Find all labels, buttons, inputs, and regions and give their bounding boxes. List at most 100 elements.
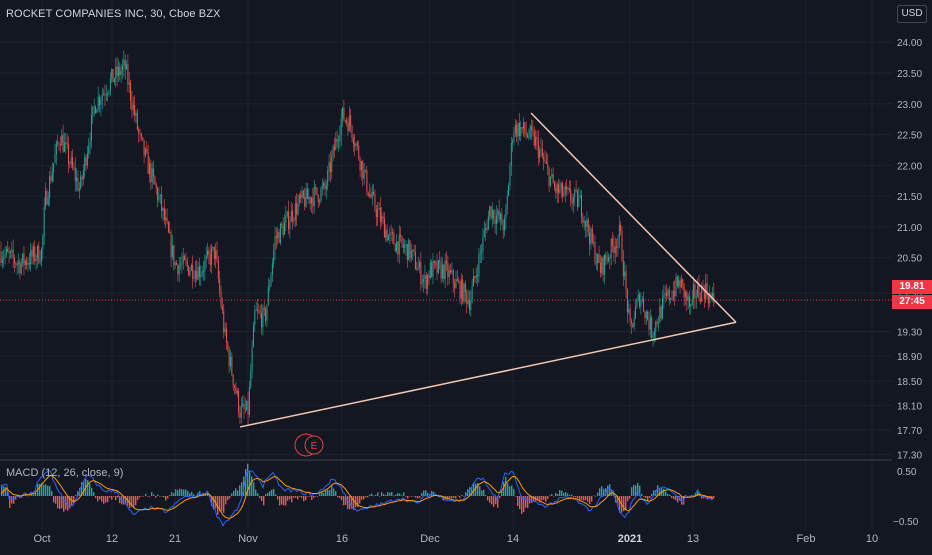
candle-body: [594, 242, 596, 264]
candle-body: [49, 176, 51, 199]
candle-body: [348, 115, 350, 132]
symbol-header[interactable]: ROCKET COMPANIES INC, 30, Cboe BZX: [6, 8, 221, 20]
candle-body: [540, 148, 542, 150]
macd-bar: [91, 488, 93, 496]
candle-body: [486, 227, 488, 230]
macd-bar: [479, 486, 481, 496]
earnings-circle-inner[interactable]: [304, 435, 324, 455]
macd-bar: [365, 496, 367, 498]
macd-bar: [595, 495, 597, 497]
candle-body: [74, 168, 76, 181]
macd-bar: [509, 486, 511, 496]
macd-bar: [639, 485, 641, 496]
earnings-marker[interactable]: E: [294, 433, 324, 457]
macd-bar: [387, 492, 389, 496]
candle-body: [397, 241, 399, 255]
macd-bar: [551, 494, 553, 496]
macd-legend[interactable]: MACD (12, 26, close, 9): [6, 467, 124, 479]
candle-body: [55, 142, 57, 155]
macd-bar: [39, 483, 41, 496]
candle-body: [684, 291, 686, 298]
candle-body: [144, 148, 146, 156]
price-tick-label: 18.90: [897, 352, 922, 363]
candle-body: [440, 262, 442, 279]
macd-bar: [81, 482, 83, 496]
candle-body: [288, 211, 290, 230]
candle-body: [570, 189, 572, 201]
macd-bar: [581, 496, 583, 500]
macd-bar: [11, 496, 13, 504]
macd-bar: [417, 496, 419, 499]
candle-body: [185, 259, 187, 262]
macd-bar: [565, 492, 567, 496]
candle-body: [50, 176, 52, 182]
macd-bar: [665, 491, 667, 496]
candle-body: [386, 229, 388, 241]
candle-body: [537, 139, 539, 159]
currency-button[interactable]: USD: [897, 5, 927, 23]
candle-body: [698, 285, 700, 298]
candle-body: [178, 265, 180, 275]
price-axis[interactable]: 24.00 23.50 23.00 22.50 22.00 21.50 21.00 20.50…: [897, 38, 922, 461]
macd-bar: [245, 469, 247, 496]
macd-bar: [385, 494, 387, 496]
macd-bar: [677, 496, 679, 503]
candle-body: [190, 264, 192, 271]
candle-body: [597, 253, 599, 263]
candle-body: [408, 240, 410, 261]
candle-body: [494, 219, 496, 225]
macd-bar: [235, 488, 237, 496]
macd-bar: [461, 495, 463, 496]
trendlines[interactable]: [239, 112, 737, 428]
candle-body: [298, 194, 300, 203]
macd-bar: [499, 496, 501, 499]
macd-bar: [145, 493, 147, 496]
candle-body: [103, 93, 105, 95]
macd-bar: [569, 495, 571, 496]
candle-body: [425, 275, 427, 289]
candle-body: [491, 209, 493, 219]
resistance-trendline[interactable]: [530, 112, 737, 323]
candle-body: [586, 219, 588, 227]
candle-body: [404, 246, 406, 248]
candle-body: [443, 264, 445, 279]
price-tick-label: 22.00: [897, 161, 922, 172]
macd-bar: [265, 494, 267, 496]
candle-body: [702, 285, 704, 289]
macd-axis[interactable]: 0.50 −0.50: [893, 467, 919, 528]
candle-body: [112, 68, 114, 83]
macd-bar: [153, 494, 155, 496]
macd-bar: [125, 496, 127, 505]
macd-bar: [67, 496, 69, 511]
candle-body: [323, 182, 325, 187]
candle-body: [582, 217, 584, 223]
macd-bar: [83, 481, 85, 496]
candle-body: [85, 157, 87, 166]
support-trendline[interactable]: [239, 321, 737, 428]
candle-body: [581, 195, 582, 218]
macd-bar: [515, 496, 517, 497]
candle-body: [390, 232, 392, 234]
macd-bar: [379, 495, 381, 497]
candle-body: [130, 82, 132, 101]
candle-body: [663, 295, 665, 298]
time-axis[interactable]: Oct 12 21 Nov 16 Dec 14 2021 13 Feb 10: [33, 533, 878, 545]
candle-body: [243, 403, 245, 409]
price-tick-label: 18.50: [897, 377, 922, 388]
candle-body: [193, 278, 195, 280]
macd-bar: [521, 496, 523, 514]
candle-body: [163, 208, 165, 221]
candle-body: [522, 122, 524, 129]
candle-body: [528, 137, 530, 138]
candle-body: [101, 94, 103, 101]
macd-bar: [575, 496, 577, 498]
candle-body: [481, 251, 483, 253]
macd-bar: [409, 495, 411, 497]
candle-body: [659, 306, 661, 323]
macd-bar: [389, 492, 391, 496]
macd-bar: [511, 485, 513, 496]
candle-body: [266, 305, 268, 321]
candle-body: [65, 142, 67, 144]
